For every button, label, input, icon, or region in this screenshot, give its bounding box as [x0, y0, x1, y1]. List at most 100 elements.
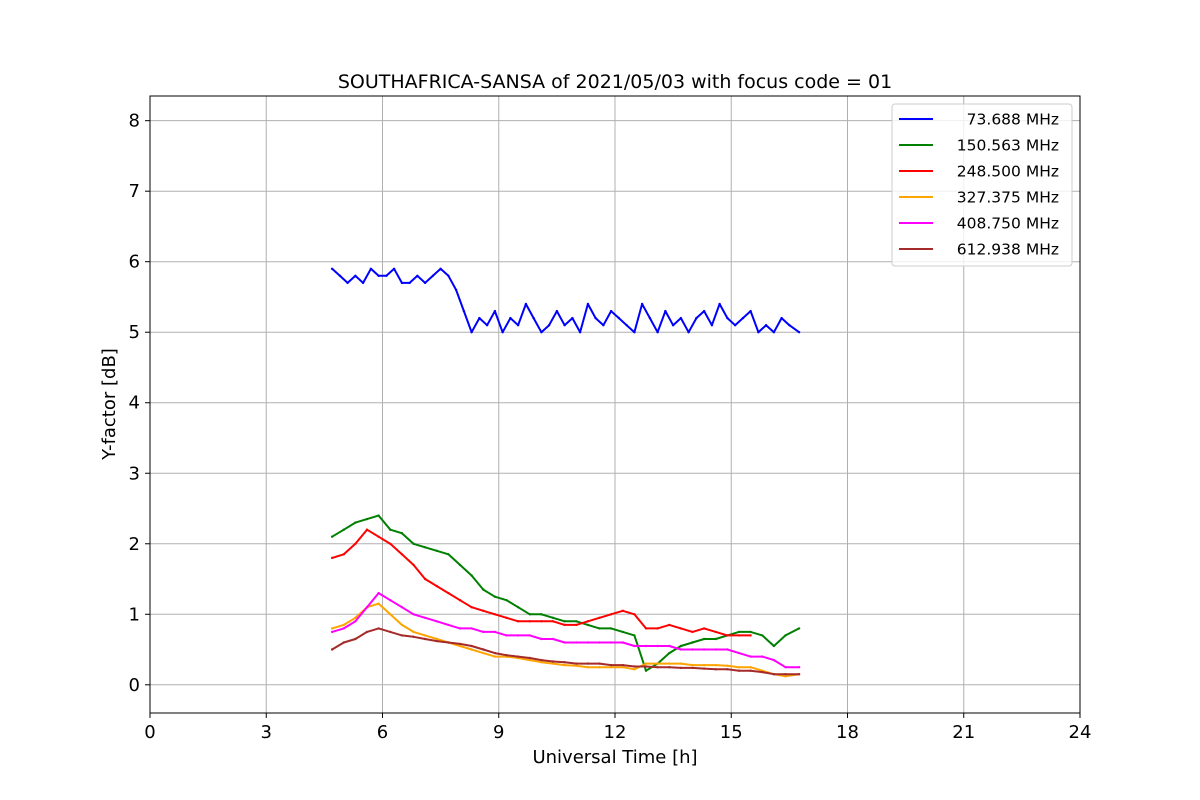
y-tick-label: 8	[129, 111, 140, 132]
data-point	[772, 331, 776, 334]
data-point	[737, 651, 741, 655]
data-point	[516, 655, 520, 658]
data-point	[447, 641, 450, 644]
x-tick-label: 15	[720, 722, 743, 743]
data-point	[702, 663, 706, 667]
data-point	[400, 281, 404, 285]
data-point	[702, 309, 706, 313]
data-point	[470, 648, 473, 651]
data-point	[621, 663, 624, 667]
data-point	[330, 267, 334, 270]
data-point	[377, 535, 380, 538]
data-point	[586, 641, 590, 644]
data-point	[528, 613, 531, 616]
data-point	[668, 662, 671, 665]
data-point	[470, 644, 473, 648]
data-point	[377, 591, 380, 595]
y-axis-label: Y-factor [dB]	[99, 348, 120, 461]
legend-label-4: 408.750 MHz	[957, 215, 1059, 233]
x-tick-label: 3	[261, 722, 272, 743]
data-point	[598, 662, 601, 665]
data-point	[761, 634, 764, 637]
data-point	[609, 613, 613, 616]
data-point	[741, 316, 745, 320]
data-point	[482, 630, 485, 634]
legend-label-2: 248.500 MHz	[957, 163, 1059, 181]
y-tick-label: 1	[129, 604, 140, 625]
data-point	[679, 662, 683, 665]
data-point	[621, 666, 624, 669]
data-point	[493, 595, 497, 598]
data-point	[346, 281, 349, 285]
data-point	[797, 331, 801, 334]
data-point	[563, 641, 566, 644]
data-point	[482, 651, 485, 655]
data-point	[656, 666, 659, 669]
data-point	[749, 655, 752, 658]
data-point	[478, 316, 481, 320]
data-point	[679, 316, 683, 320]
data-point	[633, 668, 636, 671]
data-point	[691, 666, 694, 670]
data-point	[598, 616, 601, 619]
data-point	[330, 627, 334, 630]
data-point	[617, 316, 621, 320]
data-point	[458, 642, 462, 646]
data-point	[377, 627, 380, 630]
data-point	[714, 663, 717, 667]
data-point	[555, 309, 559, 313]
data-point	[749, 634, 752, 637]
data-point	[749, 669, 752, 672]
data-point	[575, 641, 578, 644]
data-point	[458, 599, 462, 602]
data-point	[330, 630, 334, 634]
data-point	[633, 634, 636, 637]
data-point	[797, 666, 801, 669]
data-point	[563, 623, 566, 627]
data-point	[423, 546, 427, 549]
data-point	[563, 620, 566, 623]
data-point	[516, 620, 520, 623]
data-point	[482, 588, 485, 591]
data-point	[389, 528, 392, 531]
data-point	[726, 634, 729, 637]
series-layer	[330, 267, 801, 678]
data-point	[563, 661, 566, 664]
data-point	[726, 316, 729, 320]
data-point	[691, 630, 694, 634]
data-point	[524, 302, 528, 306]
data-point	[644, 644, 648, 648]
data-point	[458, 563, 462, 567]
data-point	[482, 609, 485, 612]
data-point	[598, 641, 601, 644]
data-point	[772, 658, 776, 662]
data-point	[551, 616, 555, 619]
x-tick-label: 21	[952, 722, 975, 743]
data-point	[621, 630, 624, 634]
data-point	[644, 669, 648, 672]
data-point	[726, 664, 729, 667]
data-point	[389, 599, 392, 602]
data-point	[656, 644, 659, 648]
data-point	[540, 661, 543, 664]
data-point	[668, 651, 671, 655]
data-point	[633, 331, 636, 334]
data-point	[365, 517, 369, 521]
data-point	[435, 549, 438, 552]
data-point	[710, 324, 714, 327]
data-point	[416, 274, 419, 277]
legend: 73.688 MHz 150.563 MHz 248.500 MHz 327.375 …	[891, 103, 1073, 267]
y-tick-label: 0	[129, 675, 140, 696]
data-point	[586, 662, 590, 665]
x-axis-ticks: 0 3 6 9 12 15 18 21 24	[144, 713, 1091, 743]
data-point	[737, 630, 741, 634]
data-point	[532, 316, 535, 320]
data-point	[493, 309, 497, 313]
data-point	[389, 542, 392, 545]
y-tick-label: 7	[129, 181, 140, 202]
data-point	[586, 666, 590, 669]
data-point	[470, 574, 473, 577]
data-point	[470, 627, 473, 630]
data-point	[668, 666, 671, 669]
data-point	[679, 666, 683, 670]
